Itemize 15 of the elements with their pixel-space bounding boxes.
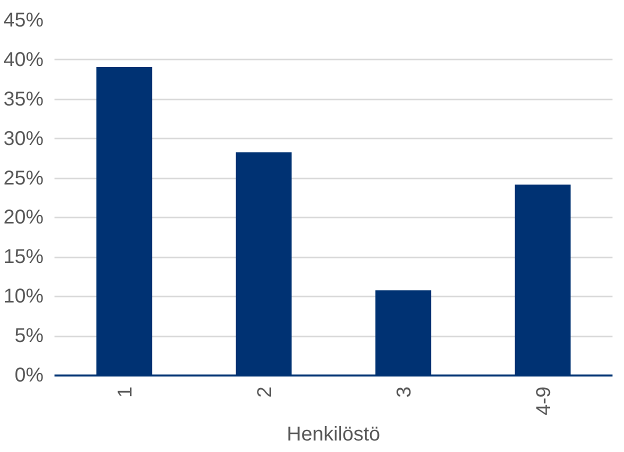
y-tick-label: 25% (3, 167, 44, 190)
x-axis-title: Henkilöstö (286, 423, 380, 446)
y-tick-label: 10% (3, 286, 44, 308)
x-tick-label: 1 (114, 386, 136, 398)
y-tick-label: 20% (3, 206, 44, 229)
y-tick-label: 5% (14, 325, 44, 348)
x-tick-label: 3 (393, 386, 416, 398)
x-tick-label: 2 (254, 386, 276, 398)
y-tick-label: 40% (3, 48, 44, 71)
y-tick-label: 35% (3, 88, 44, 110)
y-tick-label: 15% (3, 246, 44, 268)
y-tick-label: 45% (3, 10, 44, 32)
x-tick-label: 4-9 (532, 386, 555, 416)
y-tick-label: 30% (3, 128, 44, 150)
y-tick-label: 0% (14, 364, 44, 386)
